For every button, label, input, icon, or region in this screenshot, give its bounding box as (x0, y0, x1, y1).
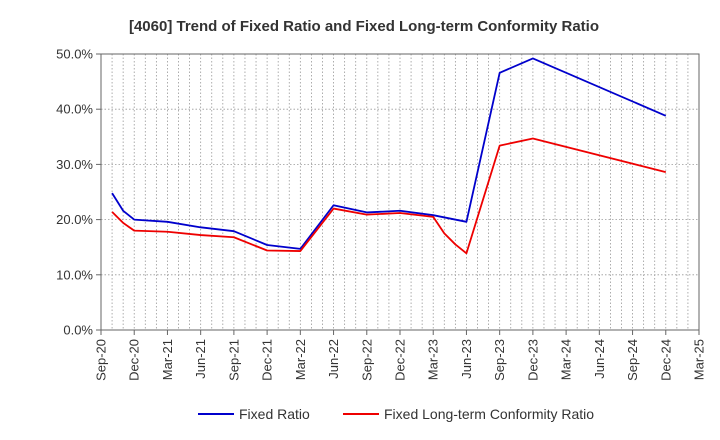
x-tick-label: Mar-22 (293, 339, 308, 380)
y-tick-label: 0.0% (63, 323, 93, 338)
y-axis: 0.0% 10.0% 20.0% 30.0% 40.0% 50.0% (56, 47, 101, 338)
y-tick-label: 30.0% (56, 157, 93, 172)
x-tick-label: Sep-21 (226, 339, 241, 381)
x-tick-label: Dec-22 (393, 339, 408, 381)
legend-label-1: Fixed Ratio (239, 406, 310, 422)
x-tick-label: Mar-25 (692, 339, 707, 380)
x-tick-label: Mar-24 (559, 339, 574, 380)
series-line-2 (111, 137, 667, 255)
y-tick-label: 10.0% (56, 267, 93, 282)
x-tick-label: Sep-20 (94, 339, 109, 381)
y-tick-label: 50.0% (56, 47, 93, 62)
y-tick-label: 40.0% (56, 102, 93, 117)
x-tick-label: Sep-22 (359, 339, 374, 381)
x-tick-label: Sep-23 (492, 339, 507, 381)
legend-label-2: Fixed Long-term Conformity Ratio (384, 406, 594, 422)
x-tick-label: Mar-23 (426, 339, 441, 380)
x-tick-label: Dec-24 (658, 339, 673, 381)
x-tick-label: Jun-24 (592, 339, 607, 379)
legend: Fixed Ratio Fixed Long-term Conformity Ra… (198, 406, 594, 422)
series-line-1 (111, 57, 667, 250)
x-tick-label: Jun-22 (326, 339, 341, 379)
grid-layer (101, 54, 699, 330)
x-tick-label: Dec-20 (127, 339, 142, 381)
x-tick-label: Mar-21 (160, 339, 175, 380)
x-axis: Sep-20 Dec-20 Mar-21 Jun-21 Sep-21 Dec-21 Mar-… (94, 330, 707, 381)
x-tick-label: Dec-21 (260, 339, 275, 381)
x-tick-label: Dec-23 (525, 339, 540, 381)
x-tick-label: Jun-21 (193, 339, 208, 379)
y-tick-label: 20.0% (56, 212, 93, 227)
chart-title: [4060] Trend of Fixed Ratio and Fixed Lo… (129, 18, 599, 35)
x-tick-label: Jun-23 (459, 339, 474, 379)
x-tick-label: Sep-24 (625, 339, 640, 381)
series-layer (111, 57, 667, 255)
